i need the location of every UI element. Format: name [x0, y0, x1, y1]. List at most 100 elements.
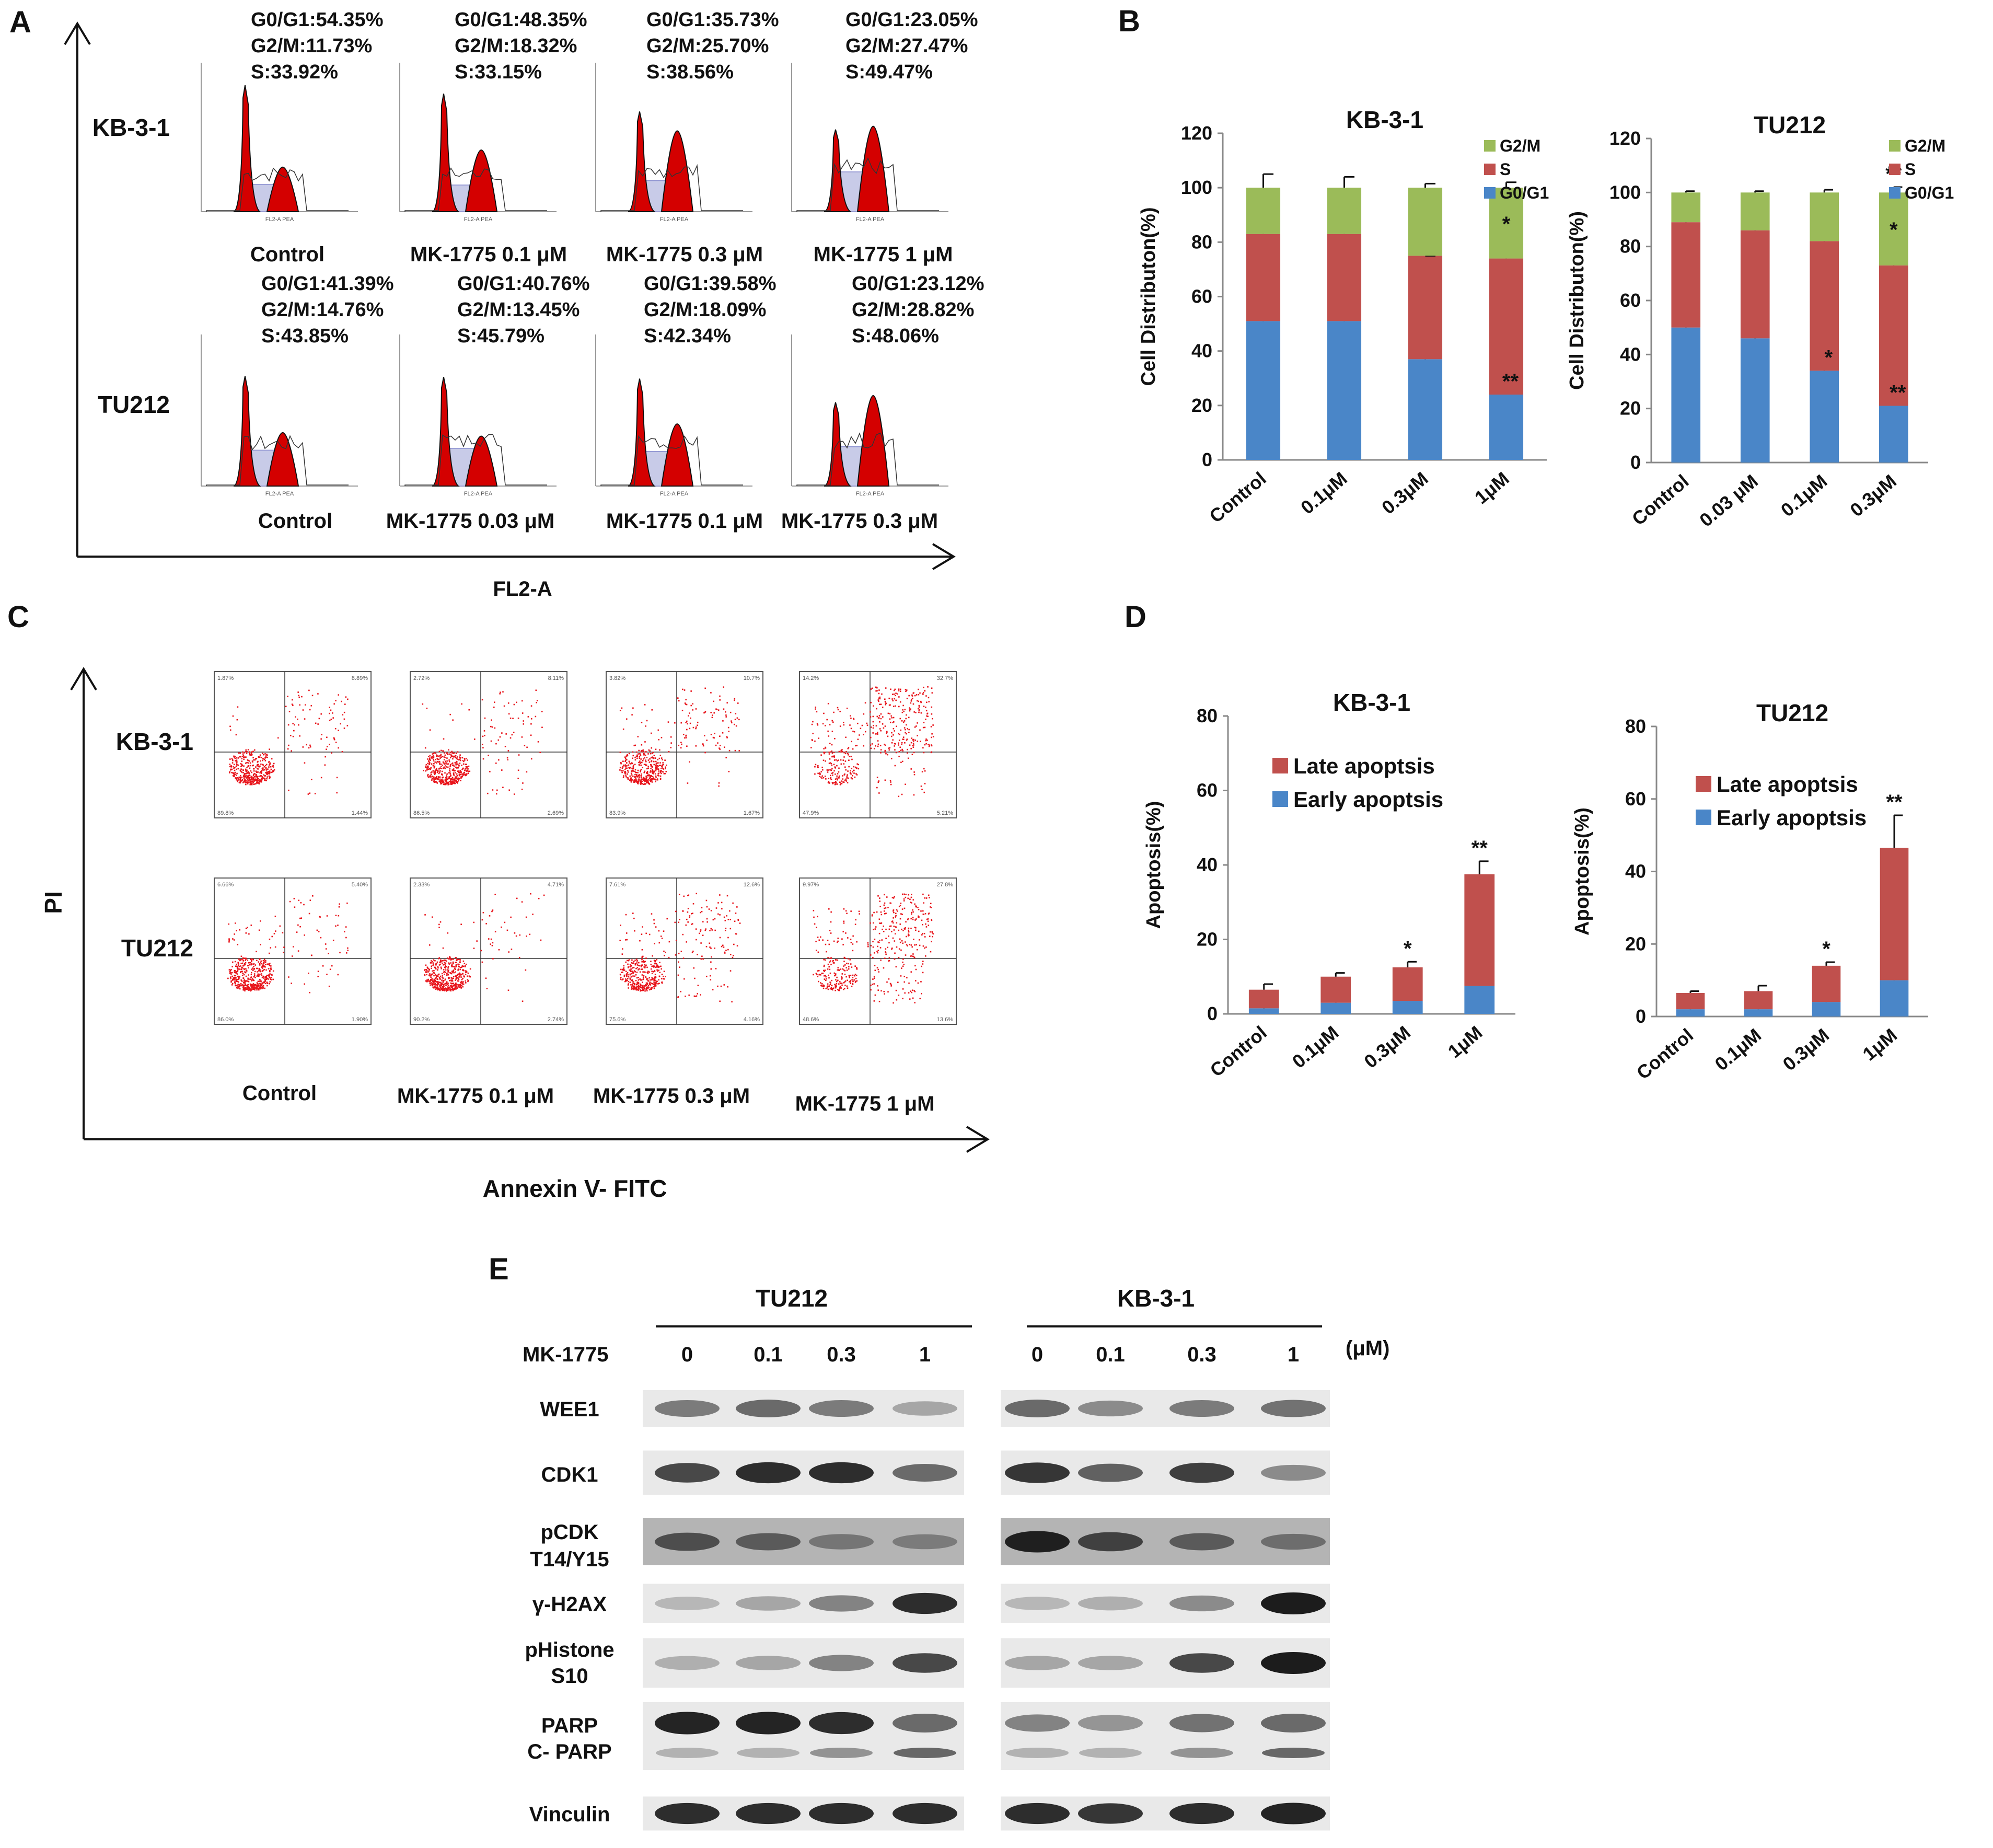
chart-d-tu212: TU212 0 20 40 60 80 Apoptosis(%) Control 0.1μM 0.… — [1571, 699, 1928, 1083]
blot-strip — [1001, 1702, 1330, 1770]
y-tick-label: 20 — [1191, 395, 1212, 416]
histogram-g2m-peak — [266, 432, 299, 487]
quadrant-lr: 4.16% — [744, 1017, 760, 1023]
legend-swatch — [1484, 187, 1496, 199]
bar-early-apoptsis-2 — [1392, 1001, 1423, 1014]
quadrant-ul: 2.33% — [413, 882, 430, 888]
blot-band — [1169, 1462, 1234, 1483]
y-tick-label: 0 — [1630, 452, 1641, 473]
quadrant-ll: 47.9% — [803, 810, 819, 816]
blot-band — [1169, 1400, 1234, 1417]
stat-g0g1: G0/G1:23.12% — [852, 273, 984, 295]
blot-band — [1261, 1652, 1326, 1674]
stat-g0g1: G0/G1:54.35% — [251, 9, 383, 31]
chart-title: KB-3-1 — [1346, 106, 1423, 133]
condition-label: MK-1775 1 μM — [814, 243, 953, 266]
x-tick-label: 0.1μM — [1777, 470, 1832, 521]
dose-label: 0.1 — [1096, 1343, 1125, 1366]
x-tick-label: 0.3μM — [1360, 1022, 1415, 1072]
dot-plot-frame — [214, 877, 372, 1025]
histogram-outline — [600, 435, 743, 486]
quadrant-lr: 13.6% — [937, 1017, 953, 1023]
blot-band — [1078, 1656, 1143, 1670]
blot-row-label: WEE1 — [540, 1398, 599, 1421]
stat-s: S:33.15% — [455, 61, 542, 83]
blot-band — [1078, 1463, 1143, 1482]
blot-band — [893, 1714, 957, 1732]
dose-label: 0.3 — [1187, 1343, 1216, 1366]
blot-band — [736, 1656, 801, 1670]
histogram-axis-text: FL2-A PEA — [660, 491, 689, 497]
condition-label: Control — [250, 243, 325, 266]
y-tick-label: 20 — [1197, 929, 1218, 950]
significance-marker: ** — [1886, 791, 1903, 814]
chart-y-label: Cell Distributon(%) — [1566, 211, 1588, 390]
significance-marker: * — [1822, 938, 1830, 961]
bar-late-apoptsis-0 — [1248, 989, 1279, 1009]
panel-c-axes: Annexin V- FITC PI — [40, 667, 990, 1202]
blot-band — [1005, 1597, 1070, 1610]
histogram-outline — [404, 434, 547, 486]
stat-s: S:48.06% — [852, 325, 939, 347]
quadrant-ul: 2.72% — [413, 675, 430, 682]
quadrant-ur: 5.40% — [352, 882, 368, 888]
chart-b-kb31: KB-3-1 0 20 40 60 80 100 120 Cell Distributon(%)… — [1138, 106, 1549, 527]
quadrant-ur: 32.7% — [937, 675, 953, 682]
x-tick-label: Control — [1632, 1024, 1697, 1084]
bar-early-apoptsis-1 — [1744, 1009, 1773, 1017]
stat-g2m: G2/M:11.73% — [251, 35, 372, 57]
bar-late-apoptsis-3 — [1464, 874, 1495, 986]
bar-g0-g1-1 — [1740, 338, 1770, 463]
condition-label: MK-1775 0.1 μM — [410, 243, 567, 266]
histogram-g2m-peak — [465, 435, 498, 487]
blot-band — [1169, 1803, 1234, 1824]
legend-label: G2/M — [1500, 136, 1540, 155]
blot-row-label: Vinculin — [529, 1803, 610, 1826]
stat-s: S:43.85% — [261, 325, 349, 347]
blot-band — [1261, 1533, 1326, 1550]
legend-swatch — [1889, 140, 1901, 152]
bar-g0-g1-0 — [1246, 321, 1281, 460]
scatter-points — [619, 893, 741, 1003]
quadrant-ur: 12.6% — [744, 882, 760, 888]
x-tick-label: 0.3μM — [1779, 1024, 1834, 1075]
condition-label: MK-1775 0.3 μM — [593, 1084, 750, 1107]
legend-swatch — [1696, 776, 1711, 792]
y-tick-label: 120 — [1181, 122, 1212, 144]
scatter-points — [229, 689, 349, 795]
cell-line-label: TU212 — [121, 934, 193, 962]
significance-marker: ** — [1502, 370, 1519, 393]
x-tick-label: 0.1μM — [1711, 1024, 1766, 1075]
panel-c-x-arrow — [966, 1126, 990, 1153]
legend-label: Early apoptsis — [1293, 787, 1443, 812]
histogram-axis-text: FL2-A PEA — [856, 491, 885, 497]
blot-band — [1261, 1803, 1326, 1824]
y-tick-label: 80 — [1620, 236, 1641, 257]
y-tick-label: 0 — [1636, 1006, 1646, 1027]
panel-letter-e: E — [489, 1252, 509, 1286]
quadrant-ul: 7.61% — [609, 882, 625, 888]
dot-plot-frame — [410, 671, 567, 818]
quadrant-ur: 8.89% — [352, 675, 368, 682]
dot-plot-frame — [606, 877, 763, 1025]
histogram-axis-text: FL2-A PEA — [464, 216, 493, 223]
panel-a-y-arrow — [64, 21, 91, 45]
blot-band — [809, 1400, 874, 1417]
blot-band — [736, 1803, 801, 1824]
blot-group-label: TU212 — [756, 1285, 828, 1312]
quadrant-ul: 1.87% — [217, 675, 234, 682]
y-tick-label: 60 — [1625, 788, 1646, 810]
condition-label: MK-1775 0.3 μM — [781, 510, 938, 533]
quadrant-ll: 75.6% — [609, 1017, 625, 1023]
quadrant-lr: 2.74% — [548, 1017, 564, 1023]
x-tick-label: 0.1μM — [1288, 1022, 1343, 1072]
condition-label: MK-1775 0.1 μM — [606, 510, 763, 533]
condition-label: MK-1775 0.3 μM — [606, 243, 763, 266]
bar-s-0 — [1246, 234, 1281, 321]
blot-band — [655, 1463, 720, 1483]
y-tick-label: 60 — [1197, 780, 1218, 801]
stat-s: S:45.79% — [457, 325, 544, 347]
bar-s-3 — [1879, 265, 1908, 406]
x-tick-label: Control — [1205, 468, 1270, 527]
x-tick-label: 1μM — [1859, 1024, 1902, 1065]
